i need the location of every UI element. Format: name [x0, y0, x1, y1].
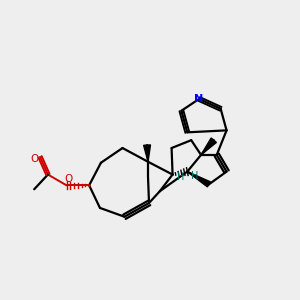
Text: H: H — [191, 170, 199, 181]
Text: H: H — [177, 172, 184, 182]
Polygon shape — [187, 172, 210, 187]
Text: O: O — [30, 154, 38, 164]
Text: N: N — [194, 94, 204, 104]
Text: O: O — [64, 174, 73, 184]
Polygon shape — [144, 145, 151, 162]
Polygon shape — [201, 138, 216, 155]
